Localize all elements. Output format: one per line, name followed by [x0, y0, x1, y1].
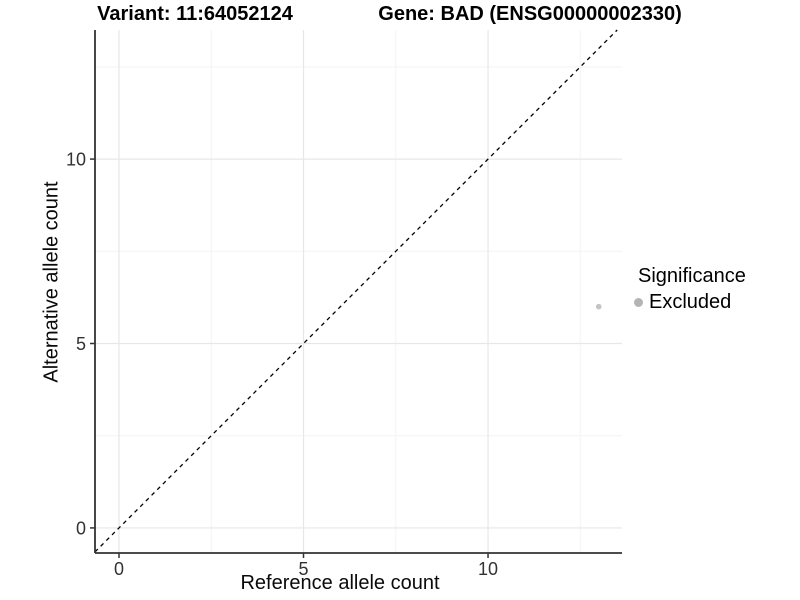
legend-key-point-icon	[634, 298, 643, 307]
legend-item-excluded: Excluded	[634, 291, 746, 314]
identity-reference-line	[94, 29, 618, 553]
y-tick-label: 10	[66, 150, 86, 170]
x-axis-title: Reference allele count	[240, 572, 440, 594]
legend-item-label: Excluded	[649, 291, 732, 313]
legend: Significance Excluded	[634, 265, 746, 314]
y-tick-label: 5	[76, 334, 86, 354]
plot-title-variant: Variant: 11:64052124	[97, 3, 293, 25]
x-tick-label: 5	[299, 559, 309, 579]
y-axis-title: Alternative allele count	[40, 181, 63, 383]
y-tick-label: 0	[76, 518, 86, 538]
plot-title-gene: Gene: BAD (ENSG00000002330)	[378, 3, 682, 25]
data-point	[595, 303, 602, 310]
x-tick-label: 0	[114, 559, 124, 579]
legend-title: Significance	[638, 265, 746, 287]
x-tick-label: 10	[478, 559, 498, 579]
